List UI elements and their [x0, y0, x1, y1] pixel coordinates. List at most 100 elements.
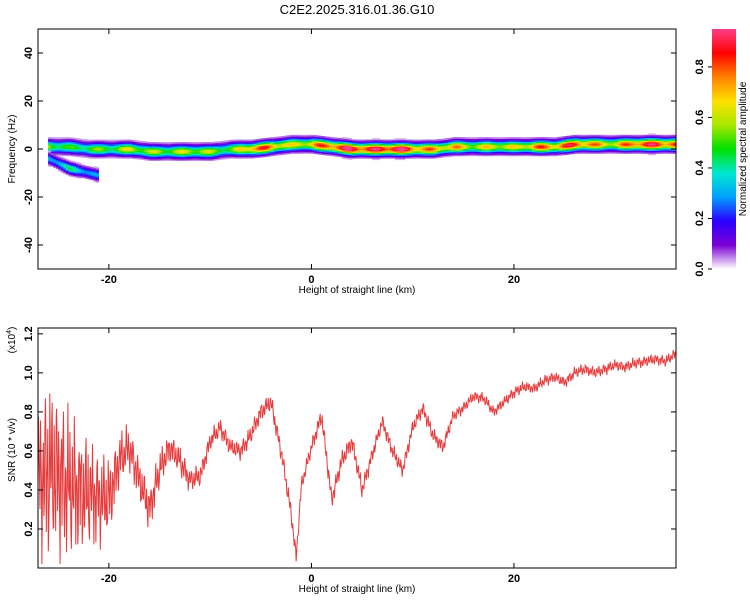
- spectrogram-ridge-cell: [60, 151, 64, 154]
- spectrogram-ridge-cell: [364, 144, 368, 146]
- spectrogram-ridge-cell: [602, 150, 606, 153]
- spectrogram-ridge-cell: [438, 141, 441, 144]
- spectrogram-ridge-cell: [55, 147, 59, 149]
- spectrogram-ridge-cell: [665, 147, 669, 150]
- spectrogram-ridge-cell: [584, 143, 588, 146]
- spectrogram-ridge-cell: [551, 150, 555, 152]
- spectrogram-ridge-cell: [88, 149, 92, 152]
- spectrogram-ridge-cell: [605, 146, 608, 149]
- spectrogram-ridge-cell: [643, 142, 646, 144]
- spectrogram-ridge-cell: [311, 136, 315, 138]
- spectrogram-ridge-cell: [627, 134, 631, 137]
- spectrogram-ridge-cell: [341, 138, 345, 141]
- spectrogram-ridge-cell: [245, 142, 249, 145]
- spectrogram-ridge-cell: [595, 149, 598, 151]
- spectrogram-ridge-cell: [526, 147, 530, 149]
- spectrogram-ridge-cell: [334, 150, 337, 153]
- spectrogram-ridge-cell: [486, 143, 489, 145]
- spectrogram-ridge-cell: [364, 154, 368, 156]
- spectrogram-ridge-cell: [605, 140, 608, 143]
- spectrogram-ridge-cell: [114, 149, 117, 152]
- spectrogram-ridge-cell: [460, 138, 464, 141]
- spectrogram-ridge-cell: [179, 152, 183, 154]
- spectrogram-ridge-cell: [665, 136, 669, 138]
- spectrogram-ridge-cell: [529, 143, 532, 145]
- spectrogram-ridge-cell: [55, 143, 59, 145]
- spectrogram-ridge-cell: [567, 140, 570, 142]
- spectrogram-ridge-cell: [243, 139, 246, 142]
- spectrogram-ridge-cell: [283, 153, 287, 155]
- spectrogram-ridge-cell: [177, 155, 180, 157]
- spectrogram-ridge-cell: [433, 145, 436, 148]
- spectrogram-ridge-cell: [620, 137, 624, 140]
- spectrogram-ridge-cell: [610, 140, 613, 143]
- spectrogram-ridge-cell: [488, 153, 492, 155]
- spectrogram-ridge-cell: [293, 150, 297, 153]
- spectrogram-ridge-cell: [536, 140, 540, 142]
- spectrogram-ridge-cell: [584, 144, 588, 147]
- spectrogram-ridge-cell: [121, 144, 125, 146]
- spectrogram-ridge-cell: [521, 140, 525, 142]
- spectrogram-ridge-cell: [539, 141, 543, 144]
- spectrogram-ridge-cell: [273, 149, 277, 152]
- spectrogram-ridge-cell: [506, 145, 510, 148]
- spectrogram-ridge-cell: [435, 145, 439, 147]
- spectrogram-ridge-cell: [468, 150, 472, 152]
- spectrogram-ridge-cell: [473, 140, 477, 142]
- spectrogram-ridge-cell: [559, 145, 563, 147]
- spectrogram-branch-cell: [58, 161, 62, 163]
- spectrogram-branch-cell: [88, 175, 92, 177]
- spectrogram-ridge-cell: [567, 151, 570, 154]
- snr-plot-frame: [37, 327, 677, 569]
- spectrogram-ridge-cell: [182, 146, 186, 149]
- spectrogram-ridge-cell: [364, 149, 368, 152]
- spectrogram-ridge-cell: [562, 143, 565, 146]
- spectrogram-ridge-cell: [207, 159, 211, 161]
- spectrogram-ridge-cell: [577, 134, 581, 137]
- spectrogram-ridge-cell: [438, 144, 441, 147]
- spectrogram-branch-cell: [55, 160, 59, 162]
- spectrogram-ridge-cell: [232, 155, 236, 158]
- spectrogram-ridge-cell: [179, 153, 183, 156]
- spectrogram-ridge-cell: [136, 157, 140, 160]
- spectrogram-ridge-cell: [582, 137, 586, 140]
- spectrogram-ridge-cell: [48, 145, 51, 148]
- spectrogram-ridge-cell: [663, 136, 667, 138]
- spectrogram-ridge-cell: [314, 136, 317, 139]
- spectrogram-ridge-cell: [539, 153, 543, 155]
- spectrogram-ridge-cell: [648, 149, 651, 151]
- spectrogram-branch-cell: [83, 174, 87, 176]
- spectrogram-ridge-cell: [255, 154, 259, 157]
- colorbar-tick-label: 0.0: [694, 261, 706, 276]
- spectrogram-branch-cell: [65, 167, 69, 170]
- spectrogram-ridge-cell: [554, 140, 558, 142]
- spectrogram-ridge-cell: [50, 145, 54, 148]
- spectrogram-ridge-cell: [653, 152, 656, 154]
- spectrogram-ridge-cell: [273, 148, 277, 151]
- spectrogram-ridge-cell: [648, 146, 651, 149]
- spectrogram-ridge-cell: [562, 145, 565, 147]
- spectrogram-ridge-cell: [162, 153, 165, 156]
- spectrogram-ridge-cell: [511, 145, 515, 148]
- spectrogram-ridge-cell: [481, 137, 484, 139]
- spectrogram-ridge-cell: [278, 143, 282, 146]
- spectrogram-ridge-cell: [258, 144, 262, 147]
- spectrogram-ridge-cell: [567, 150, 570, 152]
- spectrogram-ridge-cell: [458, 144, 462, 147]
- spectrogram-ridge-cell: [248, 154, 251, 156]
- spectrogram-ridge-cell: [83, 152, 87, 154]
- spectrogram-ridge-cell: [481, 143, 484, 145]
- spectrogram-ridge-cell: [341, 147, 345, 149]
- spectrogram-ridge-cell: [486, 153, 489, 155]
- spectrogram-ridge-cell: [460, 151, 464, 154]
- spectrogram-ridge-cell: [395, 155, 398, 158]
- spectrogram-ridge-cell: [174, 150, 178, 153]
- spectrogram-y-tick-label: 20: [23, 95, 35, 107]
- spectrogram-ridge-cell: [146, 151, 150, 154]
- spectrogram-ridge-cell: [126, 154, 130, 156]
- spectrogram-ridge-cell: [253, 146, 256, 149]
- spectrogram-ridge-cell: [283, 140, 287, 142]
- spectrogram-ridge-cell: [151, 155, 155, 157]
- spectrogram-ridge-cell: [440, 151, 444, 154]
- spectrogram-ridge-cell: [650, 137, 654, 140]
